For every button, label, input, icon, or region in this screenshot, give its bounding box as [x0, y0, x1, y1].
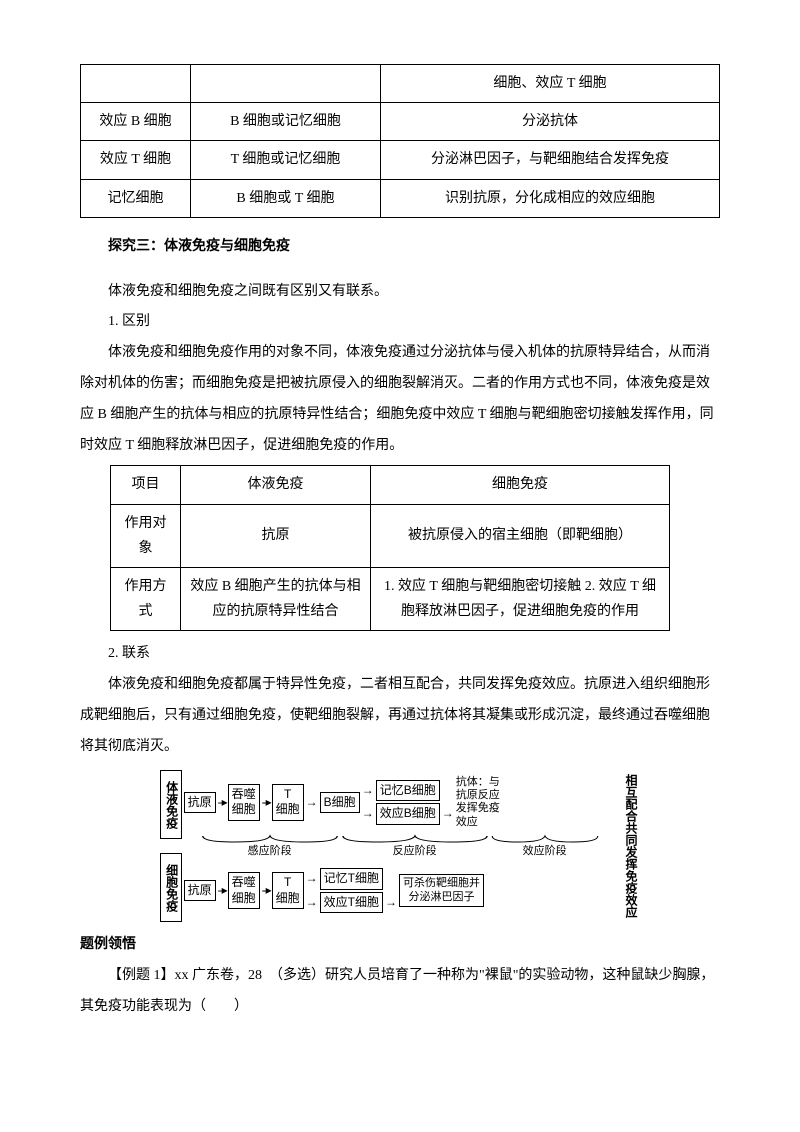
humoral-flow: 抗原 --▸ 吞噬 细胞 --▸ T 细胞 → B细胞 → 记忆B细胞 → 效应… — [182, 770, 621, 834]
table-row: 作用方式 效应 B 细胞产生的抗体与相应的抗原特异性结合 1. 效应 T 细胞与… — [111, 567, 670, 630]
cell: T 细胞或记忆细胞 — [191, 141, 381, 179]
dashed-arrow-icon: --▸ — [218, 883, 226, 899]
cell: 效应 B 细胞产生的抗体与相应的抗原特异性结合 — [181, 567, 371, 630]
node-b-cell: B细胞 — [320, 792, 360, 814]
section-3-title: 探究三：体液免疫与细胞免疫 — [80, 232, 720, 263]
example-1: 【例题 1】xx 广东卷，28 （多选）研究人员培育了一种称为"裸鼠"的实验动物… — [80, 961, 720, 1023]
cell: B 细胞或记忆细胞 — [191, 103, 381, 141]
immune-flowchart: 体液免疫 细胞免疫 抗原 --▸ 吞噬 细胞 --▸ T 细胞 → B细胞 → … — [160, 770, 640, 922]
cell: 分泌淋巴因子，与靶细胞结合发挥免疫 — [381, 141, 720, 179]
cell — [81, 65, 191, 103]
node-t-cell: T 细胞 — [272, 872, 304, 909]
label-cellular: 细胞免疫 — [160, 853, 182, 922]
cell: 记忆细胞 — [81, 179, 191, 217]
cell: 效应 T 细胞 — [81, 141, 191, 179]
dashed-arrow-icon: --▸ — [218, 795, 226, 811]
antibody-text: 抗体：与 抗原反应 发挥免疫 效应 — [456, 776, 500, 829]
header-cell: 细胞免疫 — [371, 466, 670, 504]
cell: 作用方式 — [111, 567, 181, 630]
dashed-arrow-icon: --▸ — [262, 795, 270, 811]
cell: B 细胞或 T 细胞 — [191, 179, 381, 217]
node-memory-b: 记忆B细胞 — [376, 780, 440, 802]
subheading-relation: 2. 联系 — [80, 639, 720, 670]
arrow-icon: → — [306, 795, 318, 811]
arrow-icon: → — [306, 871, 318, 887]
phase-3: 效应阶段 — [490, 844, 600, 858]
node-t-cell: T 细胞 — [272, 784, 304, 821]
label-cooperation: 相互配合共同发挥免疫效应 — [620, 770, 640, 922]
node-effector-t: 效应T细胞 — [320, 892, 383, 914]
arrow-icon: → — [362, 783, 374, 799]
node-phagocyte: 吞噬 细胞 — [228, 872, 260, 909]
table-row: 项目 体液免疫 细胞免疫 — [111, 466, 670, 504]
cell: 识别抗原，分化成相应的效应细胞 — [381, 179, 720, 217]
phase-2: 反应阶段 — [340, 844, 490, 858]
paragraph: 体液免疫和细胞免疫作用的对象不同，体液免疫通过分泌抗体与侵入机体的抗原特异结合，… — [80, 338, 720, 461]
node-antigen: 抗原 — [184, 792, 216, 814]
node-phagocyte: 吞噬 细胞 — [228, 784, 260, 821]
cell: 分泌抗体 — [381, 103, 720, 141]
dashed-arrow-icon: --▸ — [262, 883, 270, 899]
table-row: 效应 B 细胞 B 细胞或记忆细胞 分泌抗体 — [81, 103, 720, 141]
examples-heading: 题例领悟 — [80, 930, 720, 961]
arrow-icon: → — [442, 806, 454, 822]
table-row: 效应 T 细胞 T 细胞或记忆细胞 分泌淋巴因子，与靶细胞结合发挥免疫 — [81, 141, 720, 179]
phase-labels: 感应阶段 反应阶段 效应阶段 — [182, 834, 621, 858]
arrow-icon: → — [385, 895, 397, 911]
cellular-flow: 抗原 --▸ 吞噬 细胞 --▸ T 细胞 → 记忆T细胞 → 效应T细胞 → — [182, 859, 621, 923]
label-humoral: 体液免疫 — [160, 770, 182, 839]
phase-1: 感应阶段 — [200, 844, 340, 858]
comparison-table: 项目 体液免疫 细胞免疫 作用对象 抗原 被抗原侵入的宿主细胞（即靶细胞） 作用… — [110, 465, 670, 631]
arrow-icon: → — [362, 806, 374, 822]
table-row: 记忆细胞 B 细胞或 T 细胞 识别抗原，分化成相应的效应细胞 — [81, 179, 720, 217]
subheading-diff: 1. 区别 — [80, 307, 720, 338]
arrow-icon: → — [306, 895, 318, 911]
cell: 抗原 — [181, 504, 371, 567]
immune-cells-table: 细胞、效应 T 细胞 效应 B 细胞 B 细胞或记忆细胞 分泌抗体 效应 T 细… — [80, 64, 720, 218]
header-cell: 体液免疫 — [181, 466, 371, 504]
node-antigen: 抗原 — [184, 880, 216, 902]
cell: 作用对象 — [111, 504, 181, 567]
node-memory-t: 记忆T细胞 — [320, 868, 383, 890]
cell: 细胞、效应 T 细胞 — [381, 65, 720, 103]
paragraph: 体液免疫和细胞免疫都属于特异性免疫，二者相互配合，共同发挥免疫效应。抗原进入组织… — [80, 670, 720, 762]
cell: 1. 效应 T 细胞与靶细胞密切接触 2. 效应 T 细胞释放淋巴因子，促进细胞… — [371, 567, 670, 630]
table-row: 细胞、效应 T 细胞 — [81, 65, 720, 103]
cell: 效应 B 细胞 — [81, 103, 191, 141]
table-row: 作用对象 抗原 被抗原侵入的宿主细胞（即靶细胞） — [111, 504, 670, 567]
cell: 被抗原侵入的宿主细胞（即靶细胞） — [371, 504, 670, 567]
effector-t-result: 可杀伤靶细胞并 分泌淋巴因子 — [399, 874, 484, 906]
header-cell: 项目 — [111, 466, 181, 504]
cell — [191, 65, 381, 103]
paragraph: 体液免疫和细胞免疫之间既有区别又有联系。 — [80, 277, 720, 308]
node-effector-b: 效应B细胞 — [376, 803, 440, 825]
